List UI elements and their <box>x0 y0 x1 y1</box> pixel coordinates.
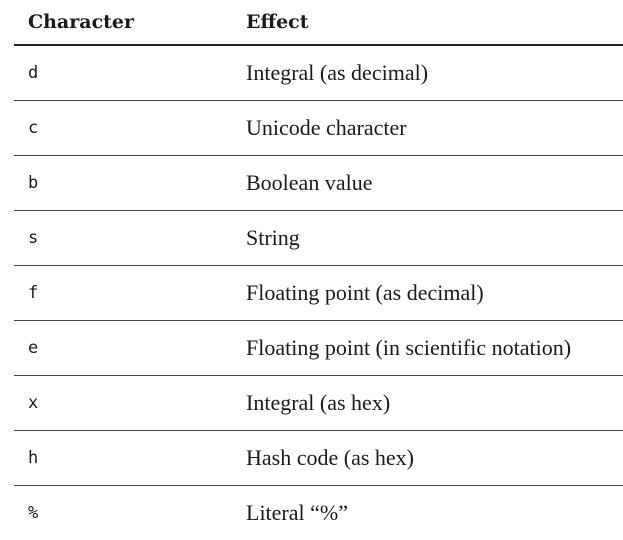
table-row: x Integral (as hex) <box>14 376 623 431</box>
cell-effect: Literal “%” <box>246 486 623 540</box>
cell-effect: Hash code (as hex) <box>246 431 623 486</box>
cell-character: % <box>14 486 246 540</box>
cell-effect: Integral (as hex) <box>246 376 623 431</box>
cell-character: c <box>14 101 246 156</box>
cell-effect: String <box>246 211 623 266</box>
table: Character Effect d Integral (as decimal)… <box>14 0 623 540</box>
cell-effect: Boolean value <box>246 156 623 211</box>
cell-effect: Integral (as decimal) <box>246 45 623 101</box>
cell-effect: Floating point (as decimal) <box>246 266 623 321</box>
header-character: Character <box>14 0 246 45</box>
cell-character: s <box>14 211 246 266</box>
table-row: e Floating point (in scientific notation… <box>14 321 623 376</box>
table-body: d Integral (as decimal) c Unicode charac… <box>14 45 623 540</box>
cell-character: h <box>14 431 246 486</box>
cell-effect: Unicode character <box>246 101 623 156</box>
table-row: h Hash code (as hex) <box>14 431 623 486</box>
table-row: b Boolean value <box>14 156 623 211</box>
cell-character: b <box>14 156 246 211</box>
table-row: f Floating point (as decimal) <box>14 266 623 321</box>
cell-character: f <box>14 266 246 321</box>
table-row: % Literal “%” <box>14 486 623 540</box>
cell-effect: Floating point (in scientific notation) <box>246 321 623 376</box>
header-effect: Effect <box>246 0 623 45</box>
cell-character: x <box>14 376 246 431</box>
table-header: Character Effect <box>14 0 623 45</box>
table-row: c Unicode character <box>14 101 623 156</box>
cell-character: e <box>14 321 246 376</box>
table-row: d Integral (as decimal) <box>14 45 623 101</box>
format-specifier-table: Character Effect d Integral (as decimal)… <box>14 0 623 540</box>
header-row: Character Effect <box>14 0 623 45</box>
table-row: s String <box>14 211 623 266</box>
cell-character: d <box>14 45 246 101</box>
